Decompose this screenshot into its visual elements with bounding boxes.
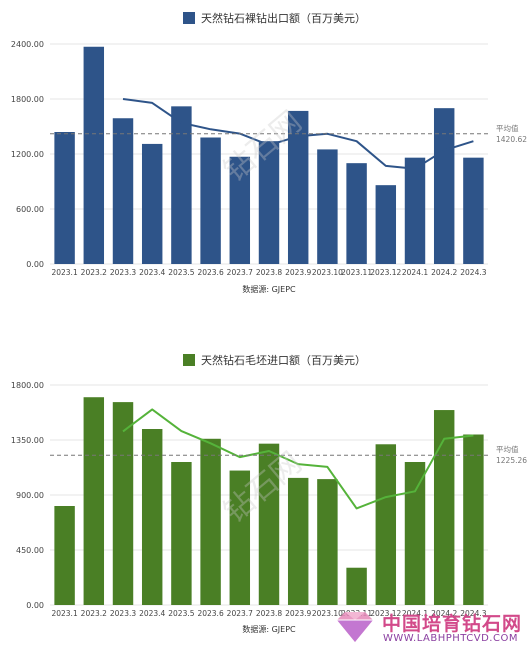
bar [200,137,221,264]
bar [433,410,455,605]
watermark-diamond-icon [337,612,373,642]
x-tick-label: 2023.9 [285,268,311,277]
mean-label: 平均值 [496,123,519,133]
x-tick-label: 2024.1 [402,609,428,618]
chart-1: 天然钻石裸钻出口额（百万美元） 0.00 600.00 1200.00 1800.00 2… [11,11,527,294]
x-tick-label: 2023.12 [370,609,401,618]
bar [317,479,338,605]
bar [83,46,105,264]
legend-swatch [183,354,195,366]
mean-label: 平均值 [496,444,519,454]
bar [404,462,426,605]
x-tick-label: 2023.6 [197,268,223,277]
x-tick-label: 2023.8 [256,268,282,277]
x-tick-label: 2023.11 [341,268,372,277]
x-tick-label: 2023.5 [168,609,194,618]
bar [346,163,367,264]
x-tick-label: 2024.3 [460,609,486,618]
x-tick-label: 2023.8 [256,609,282,618]
x-tick-label: 2023.12 [370,268,401,277]
x-tick-label: 2023.2 [81,609,107,618]
trend-line [122,98,474,170]
bar [258,443,280,605]
bar [463,434,484,605]
bar [54,506,75,605]
y-tick-label: 900.00 [16,491,44,500]
mean-value: 1420.62 [496,135,527,144]
x-tick-label: 2024.3 [460,268,486,277]
watermark-brand: 中国培育钻石网 [382,613,523,635]
x-tick-label: 2023.9 [285,609,311,618]
legend-label: 天然钻石裸钻出口额（百万美元） [201,11,366,25]
source-label: 数据源: GJEPC [242,624,296,634]
bar [317,149,338,264]
x-tick-label: 2024.2 [431,268,457,277]
legend-swatch [183,12,195,24]
bar [287,110,309,265]
x-tick-label: 2023.2 [81,268,107,277]
x-tick-label: 2023.1 [51,609,77,618]
bar [141,429,163,605]
x-tick-label: 2023.3 [110,268,136,277]
x-tick-label: 2023.4 [139,609,165,618]
source-label: 数据源: GJEPC [242,284,296,294]
bar [258,141,280,264]
y-tick-label: 2400.00 [11,40,44,49]
bar [404,157,426,264]
x-tick-label: 2023.7 [227,609,253,618]
mean-value: 1225.26 [496,456,527,465]
x-tick-label: 2023.3 [110,609,136,618]
y-tick-label: 1800.00 [11,95,44,104]
legend-label: 天然钻石毛坯进口额（百万美元） [201,353,366,367]
bar [112,402,134,605]
bar [112,118,134,264]
bar [346,567,367,605]
bar [171,462,192,605]
trend-line [122,408,474,510]
bar [287,477,309,605]
y-tick-label: 1350.00 [11,436,44,445]
bar [171,106,192,264]
bar [200,438,221,605]
bar [229,470,251,605]
bar [433,108,455,265]
y-tick-label: 1200.00 [11,150,44,159]
y-tick-label: 0.00 [26,260,44,269]
x-tick-label: 2023.4 [139,268,165,277]
x-tick-label: 2023.10 [312,268,343,277]
bar [375,185,397,264]
bar [375,444,397,605]
x-tick-label: 2023.10 [312,609,343,618]
x-tick-label: 2023.7 [227,268,253,277]
y-tick-label: 0.00 [26,601,44,610]
bar [83,397,105,605]
y-tick-label: 1800.00 [11,381,44,390]
x-tick-label: 2023.1 [51,268,77,277]
x-tick-label: 2024.1 [402,268,428,277]
bar [463,157,484,264]
bar [54,132,75,264]
x-tick-label: 2023.5 [168,268,194,277]
x-tick-label: 2023.6 [197,609,223,618]
x-tick-label: 2024.2 [431,609,457,618]
chart-2: 天然钻石毛坯进口额（百万美元） 0.00 450.00 900.00 1350.00 18… [11,353,527,634]
bar [229,156,251,264]
y-tick-label: 600.00 [16,205,44,214]
y-tick-label: 450.00 [16,546,44,555]
watermark-url: WWW.LABHPHTCVD.COM [383,633,518,644]
bar [141,143,163,264]
